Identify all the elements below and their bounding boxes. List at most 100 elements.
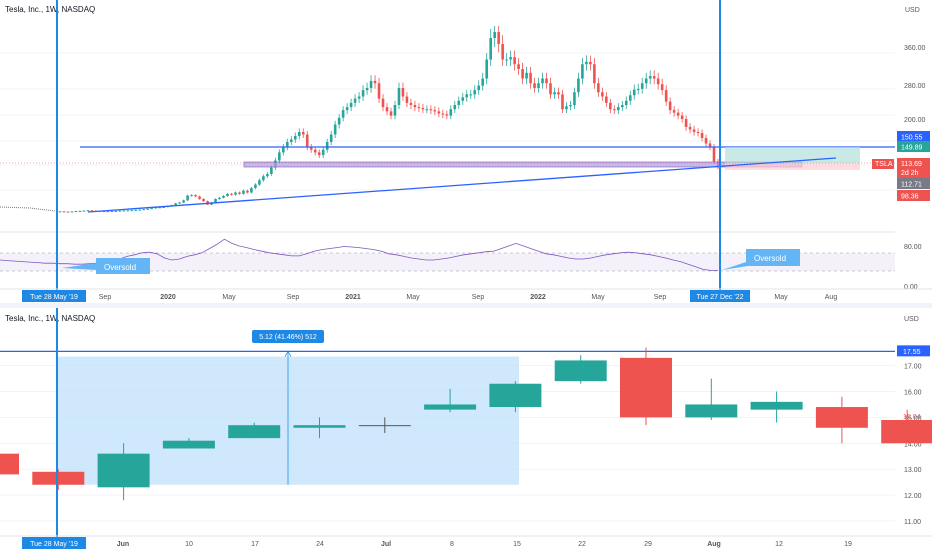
top-candle bbox=[373, 80, 377, 84]
bottom-y-tick: 12.00 bbox=[904, 493, 922, 500]
top-candle bbox=[676, 112, 680, 116]
bottom-candle bbox=[228, 425, 281, 439]
top-candle bbox=[541, 78, 544, 84]
top-candle bbox=[453, 105, 457, 110]
top-candle bbox=[688, 127, 692, 130]
top-candle bbox=[704, 138, 708, 144]
top-candle bbox=[684, 119, 688, 127]
measure-label-bg bbox=[252, 330, 324, 343]
top-candle bbox=[712, 147, 716, 162]
top-x-tick: May bbox=[591, 294, 605, 301]
top-candle bbox=[266, 174, 269, 177]
oversold-label-1: Oversold bbox=[104, 263, 136, 272]
top-x-tick: May bbox=[222, 294, 236, 301]
top-candle bbox=[389, 111, 393, 116]
top-candle bbox=[70, 211, 74, 213]
top-candle bbox=[401, 88, 405, 97]
top-candle bbox=[337, 117, 341, 125]
top-candle bbox=[457, 100, 461, 105]
top-x-tick: 2020 bbox=[160, 294, 176, 301]
rsi-pane: 80.00 0.00 Oversold Oversold bbox=[0, 231, 922, 291]
top-candle bbox=[429, 109, 433, 111]
top-candle bbox=[513, 57, 516, 65]
top-candle bbox=[461, 97, 465, 101]
top-candle bbox=[369, 80, 373, 88]
top-candle bbox=[357, 96, 361, 99]
top-candle bbox=[537, 83, 540, 88]
oversold-callout-1 bbox=[62, 258, 150, 274]
top-candle bbox=[361, 90, 365, 97]
top-candle bbox=[134, 209, 138, 211]
top-candle bbox=[652, 76, 656, 79]
price-label-level-1: 150.55 bbox=[901, 135, 923, 142]
bottom-candle bbox=[620, 357, 672, 418]
top-candle bbox=[82, 210, 86, 212]
top-candle bbox=[349, 102, 353, 108]
top-candle bbox=[545, 78, 548, 84]
bottom-y-tick: 17.00 bbox=[904, 364, 922, 371]
top-candle bbox=[664, 90, 668, 102]
top-candle bbox=[393, 105, 397, 116]
top-candle bbox=[700, 133, 704, 138]
bottom-currency-label: USD bbox=[904, 316, 919, 323]
top-x-tick: Sep bbox=[99, 294, 112, 301]
hline-label-bg bbox=[897, 345, 930, 357]
top-candle bbox=[365, 88, 369, 91]
rsi-tick: 80.00 bbox=[904, 244, 922, 251]
bottom-start-date-badge bbox=[22, 537, 86, 549]
top-candle bbox=[345, 107, 349, 111]
top-candle bbox=[78, 210, 82, 212]
top-candle bbox=[385, 107, 389, 112]
top-candle bbox=[246, 190, 249, 193]
top-candle bbox=[158, 207, 161, 209]
top-candle bbox=[118, 210, 122, 212]
top-candle bbox=[644, 78, 648, 84]
oversold-callout-2 bbox=[722, 249, 800, 270]
top-candle bbox=[154, 207, 158, 209]
top-x-tick: 2021 bbox=[345, 294, 361, 301]
top-x-tick: 2022 bbox=[530, 294, 546, 301]
top-candle bbox=[469, 94, 473, 96]
top-candle bbox=[234, 192, 237, 195]
top-candle bbox=[636, 88, 640, 90]
bottom-x-tick: 22 bbox=[578, 541, 586, 548]
top-chart-title: Tesla, Inc., 1W, NASDAQ bbox=[5, 5, 95, 14]
top-candle bbox=[553, 92, 556, 95]
top-candle bbox=[341, 110, 345, 118]
top-candle bbox=[142, 209, 146, 211]
bottom-y-tick: 16.00 bbox=[904, 390, 922, 397]
top-x-tick: Sep bbox=[472, 294, 485, 301]
top-candle bbox=[114, 210, 118, 212]
panel-divider bbox=[0, 303, 932, 308]
top-panel: Tesla, Inc., 1W, NASDAQ USD 360.00 280.00 20… bbox=[0, 5, 926, 213]
rsi-band bbox=[0, 253, 895, 271]
top-candle bbox=[162, 206, 165, 208]
top-candle bbox=[106, 211, 110, 213]
last-price-label: 113.69 bbox=[901, 161, 922, 168]
top-candle bbox=[501, 44, 504, 60]
top-candle bbox=[521, 69, 524, 79]
top-candle bbox=[437, 111, 441, 114]
top-candle bbox=[222, 196, 225, 198]
top-candle bbox=[660, 84, 664, 91]
top-candle bbox=[533, 83, 536, 88]
top-candle bbox=[409, 102, 413, 105]
top-candle bbox=[262, 176, 265, 181]
bottom-last-label: 15.04 bbox=[903, 414, 921, 421]
top-candle bbox=[301, 132, 305, 135]
top-candle bbox=[632, 89, 636, 96]
top-candle bbox=[242, 190, 245, 194]
position-loss-box bbox=[725, 163, 860, 170]
top-candle bbox=[668, 101, 672, 111]
top-candle bbox=[605, 96, 608, 103]
top-candle bbox=[477, 85, 481, 91]
top-candle bbox=[433, 110, 437, 112]
top-candle bbox=[289, 139, 293, 142]
top-candle bbox=[597, 83, 600, 93]
top-candle bbox=[465, 94, 469, 98]
top-candle bbox=[270, 167, 273, 174]
top-candle bbox=[585, 61, 588, 65]
top-candle bbox=[58, 211, 62, 213]
bottom-candle bbox=[815, 407, 868, 428]
